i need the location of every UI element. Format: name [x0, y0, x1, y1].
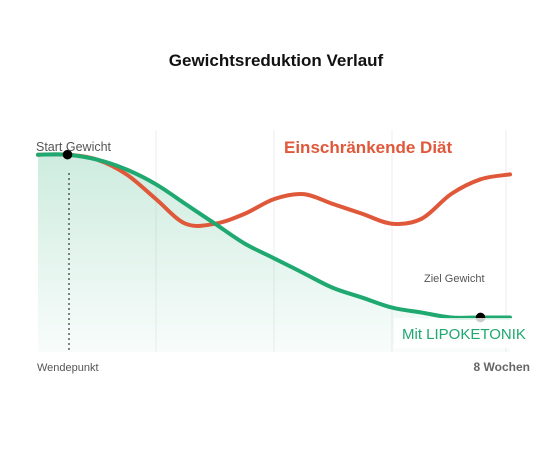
start-weight-label: Start Gewicht: [36, 140, 112, 154]
series-line-lipoketonik: [36, 152, 512, 320]
series-label-lipoketonik: Mit LIPOKETONIK: [402, 326, 526, 343]
series-lines: [36, 152, 512, 320]
chart-title: Gewichtsreduktion Verlauf: [169, 51, 384, 70]
series-line-diet: [36, 152, 512, 228]
series-label-lipoketonik-bg: [394, 318, 536, 348]
area-fill: [38, 154, 510, 352]
lipoketonik-area: [38, 154, 510, 352]
start-weight-marker: [62, 149, 73, 160]
goal-weight-label: Ziel Gewicht: [424, 273, 485, 285]
x-start-label: Wendepunkt: [37, 362, 99, 374]
series-label-diet: Einschränkende Diät: [284, 138, 453, 157]
x-end-label: 8 Wochen: [474, 360, 530, 374]
